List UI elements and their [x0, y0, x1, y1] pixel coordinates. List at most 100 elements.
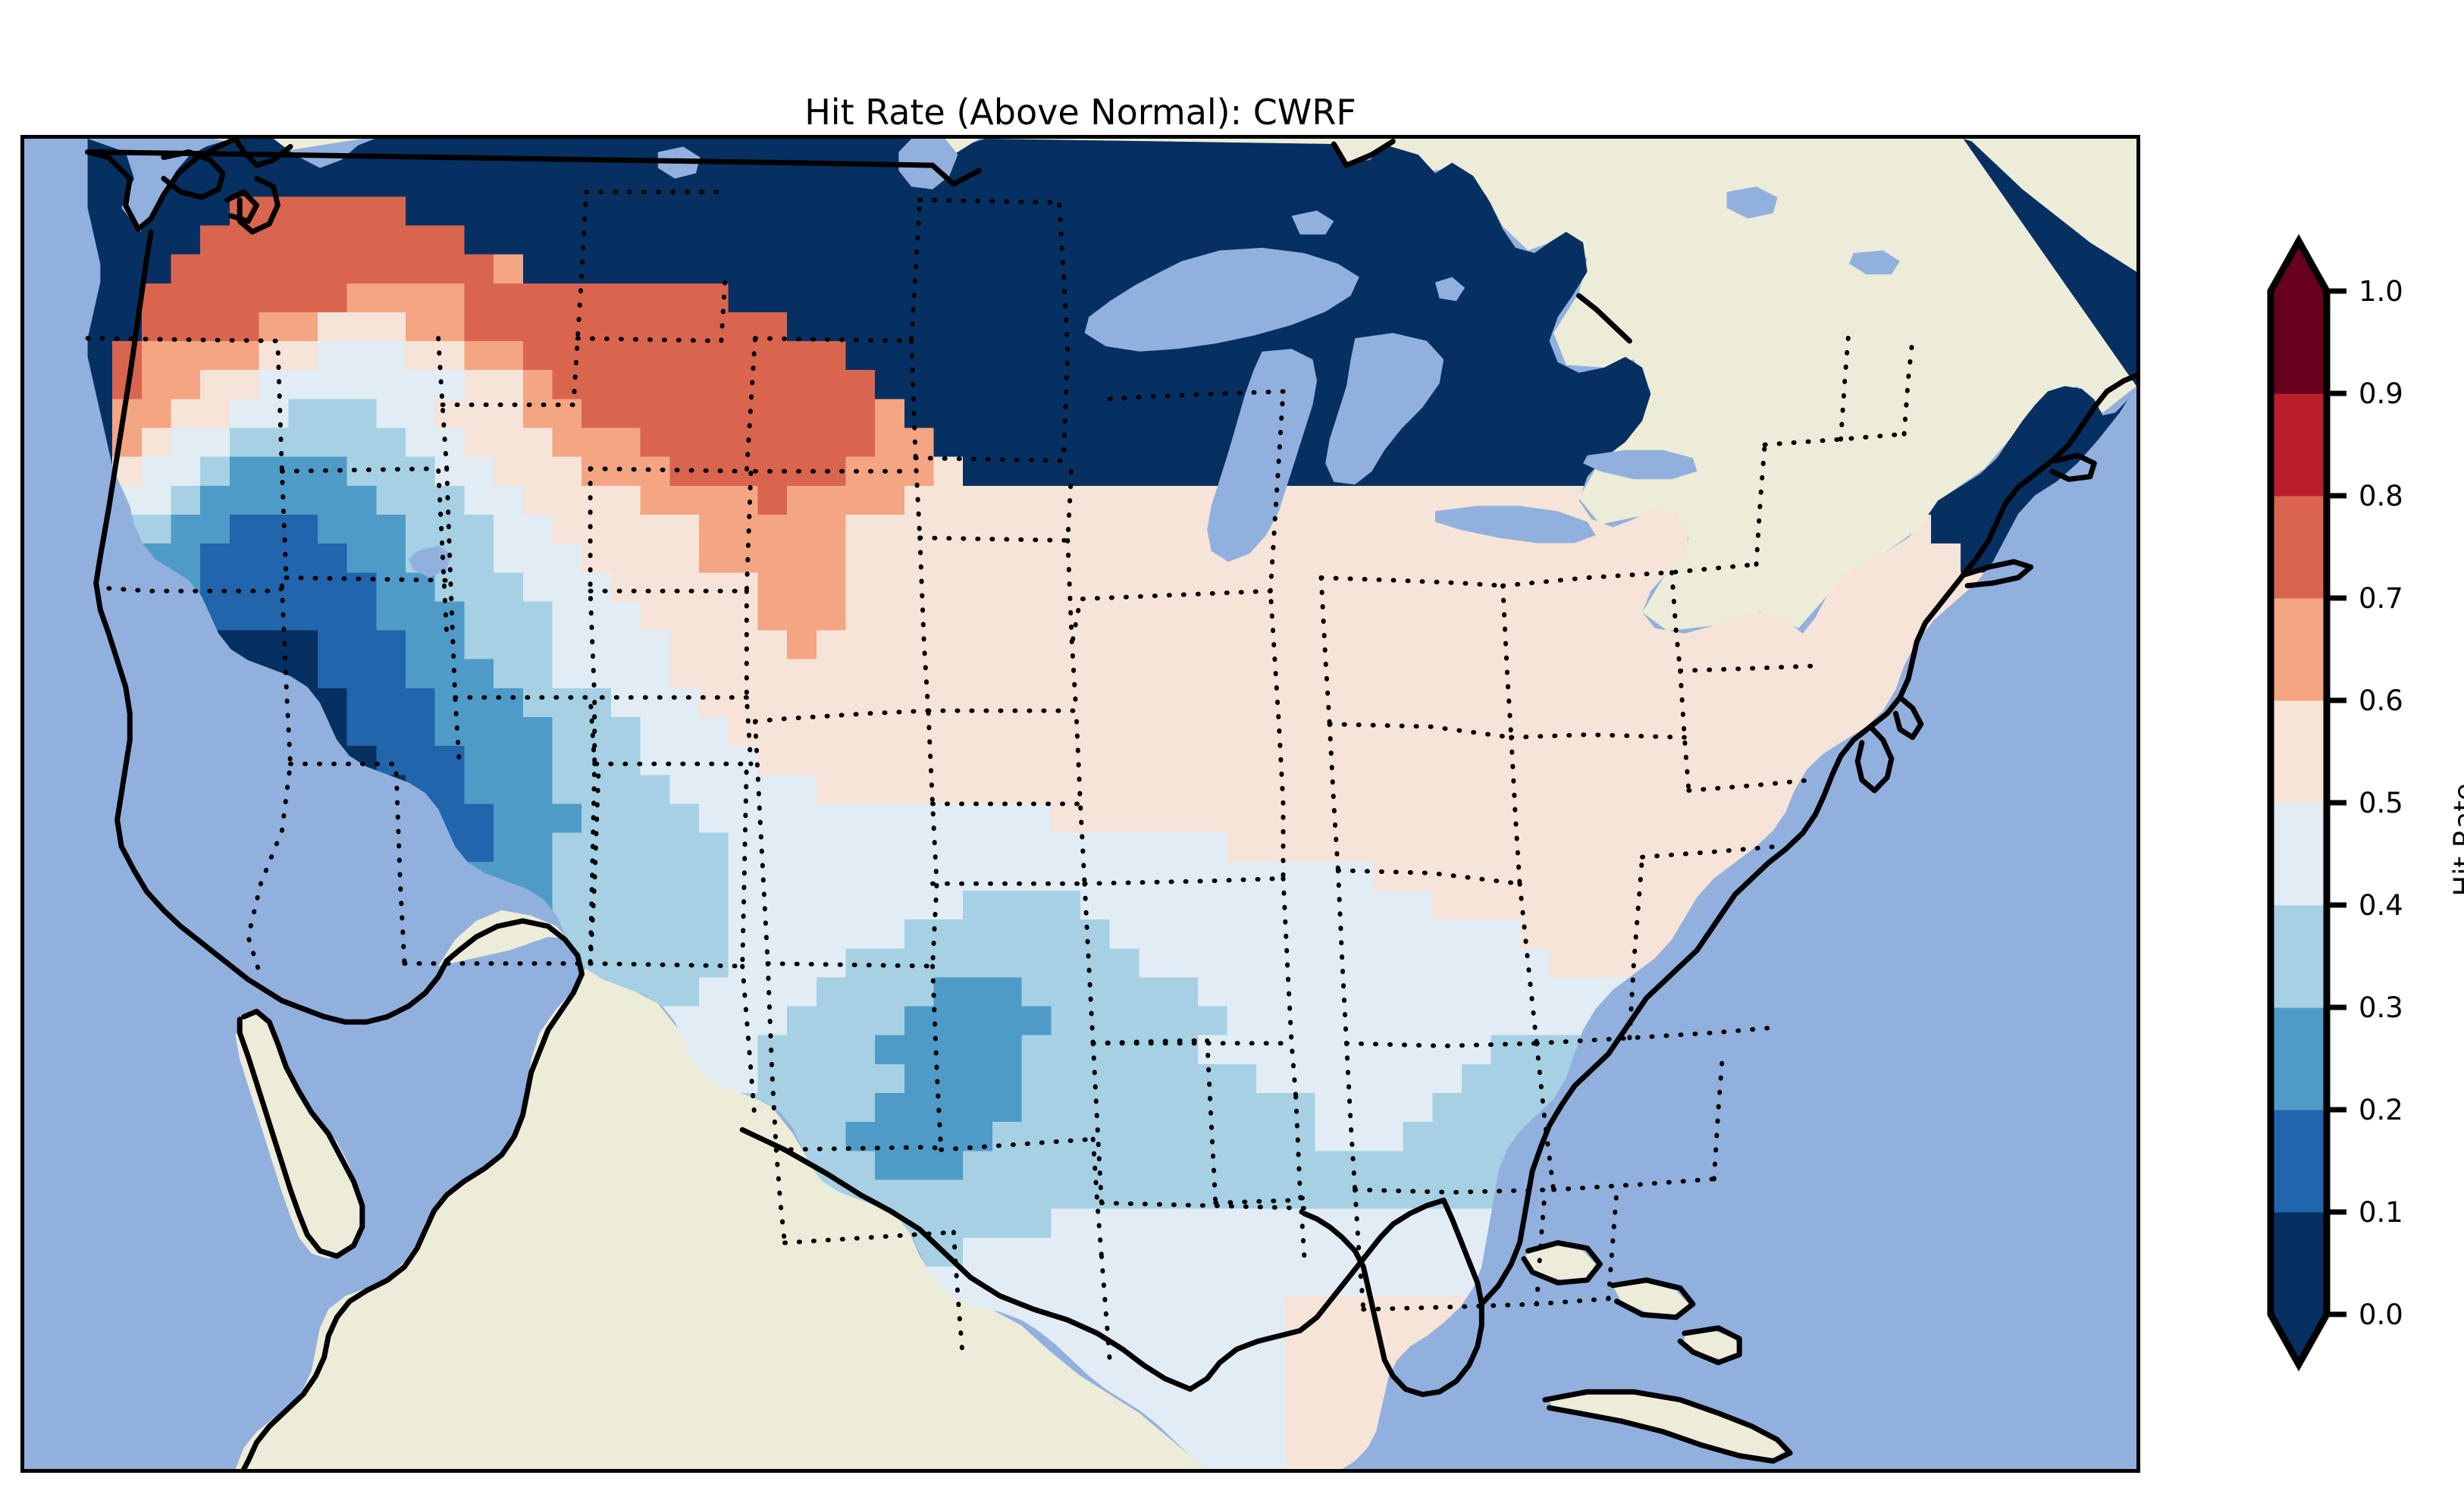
grid-cell [346, 312, 378, 342]
grid-cell [1109, 717, 1140, 747]
grid-cell [522, 746, 553, 776]
grid-cell [640, 659, 670, 689]
grid-cell [1285, 832, 1316, 863]
grid-cell [1462, 225, 1492, 255]
grid-cell [1462, 1035, 1492, 1065]
grid-cell [787, 514, 817, 544]
grid-cell [1960, 514, 1991, 544]
grid-cell [787, 717, 817, 747]
grid-cell [1491, 1006, 1522, 1036]
map-svg [24, 139, 2136, 1469]
grid-cell [1462, 1179, 1492, 1210]
grid-cell [1462, 832, 1492, 863]
grid-cell [1285, 659, 1316, 689]
grid-cell [376, 139, 406, 168]
grid-cell [464, 485, 494, 515]
grid-cell [1139, 139, 1169, 168]
grid-cell [522, 485, 553, 515]
grid-cell [582, 630, 612, 660]
grid-cell [845, 399, 876, 429]
grid-cell [1021, 1237, 1052, 1267]
grid-cell [787, 312, 817, 342]
grid-cell [552, 225, 582, 255]
grid-cell [552, 832, 582, 863]
grid-cell [1109, 543, 1140, 573]
grid-cell [992, 254, 1023, 284]
grid-cell [1080, 630, 1111, 660]
grid-cell [1139, 1063, 1169, 1094]
grid-cell [1520, 456, 1550, 487]
grid-cell [640, 919, 670, 949]
grid-cell [434, 283, 466, 313]
grid-cell [1197, 168, 1228, 197]
grid-cell [1432, 919, 1462, 949]
grid-cell [1403, 832, 1434, 863]
grid-cell [1285, 1439, 1316, 1469]
grid-cell [552, 717, 582, 747]
grid-cell [1843, 601, 1873, 631]
grid-cell [1491, 977, 1522, 1007]
grid-cell [522, 572, 553, 603]
grid-cell [1109, 861, 1140, 891]
grid-cell [963, 1063, 993, 1094]
grid-cell [875, 168, 905, 197]
grid-cell [582, 890, 612, 920]
grid-cell [494, 659, 524, 689]
colorbar-tick-label: 0.2 [2359, 1094, 2403, 1126]
grid-cell [933, 1006, 964, 1036]
grid-cell [346, 717, 378, 747]
grid-cell [1696, 803, 1726, 834]
grid-cell [229, 428, 260, 458]
grid-cell [582, 254, 612, 284]
grid-cell [845, 948, 876, 979]
grid-cell [1285, 1237, 1316, 1267]
grid-cell [963, 572, 993, 603]
grid-cell [845, 168, 876, 197]
grid-cell [787, 225, 817, 255]
grid-cell [1139, 1382, 1169, 1412]
grid-cell [992, 630, 1023, 660]
grid-cell [933, 225, 964, 255]
grid-cell [1754, 775, 1785, 805]
grid-cell [1814, 717, 1844, 747]
grid-cell [1520, 861, 1550, 891]
grid-cell [669, 254, 700, 284]
colorbar-tick-label: 0.9 [2359, 377, 2403, 410]
state-border-line [1213, 1195, 1307, 1205]
grid-cell [610, 370, 641, 400]
grid-cell [963, 803, 993, 834]
coastline-path [237, 176, 281, 235]
grid-cell [1520, 572, 1550, 603]
grid-cell [816, 572, 847, 603]
grid-cell [1109, 254, 1140, 284]
grid-cell [1491, 746, 1522, 776]
grid-cell [171, 312, 201, 342]
grid-cell [1227, 687, 1257, 718]
grid-cell [875, 1063, 905, 1094]
grid-cell [1843, 572, 1873, 603]
grid-cell [229, 601, 260, 631]
landmass-bahamas1 [1524, 1245, 1596, 1280]
grid-cell [904, 948, 935, 979]
grid-cell [582, 370, 612, 400]
grid-cell [1344, 1151, 1375, 1181]
grid-cell [1256, 1353, 1287, 1383]
grid-cell [904, 832, 935, 863]
colorbar: 0.0 0.1 0.2 0.3 0.4 0.5 0.6 0.7 0.8 0.9 1.0 Hit Ra… [2267, 233, 2464, 1372]
grid-cell [992, 225, 1023, 255]
grid-cell [610, 832, 641, 863]
grid-cell [1608, 919, 1638, 949]
grid-cell [494, 832, 524, 863]
grid-cell [640, 746, 670, 776]
grid-cell [816, 312, 847, 342]
grid-cell [1491, 341, 1522, 371]
grid-cell [1051, 890, 1081, 920]
grid-cell [1227, 139, 1257, 168]
grid-cell [200, 225, 230, 255]
grid-cell [669, 572, 700, 603]
grid-cell [406, 572, 436, 603]
grid-cell [552, 428, 582, 458]
grid-cell [904, 775, 935, 805]
grid-cell [933, 572, 964, 603]
grid-cell [1197, 1237, 1228, 1267]
